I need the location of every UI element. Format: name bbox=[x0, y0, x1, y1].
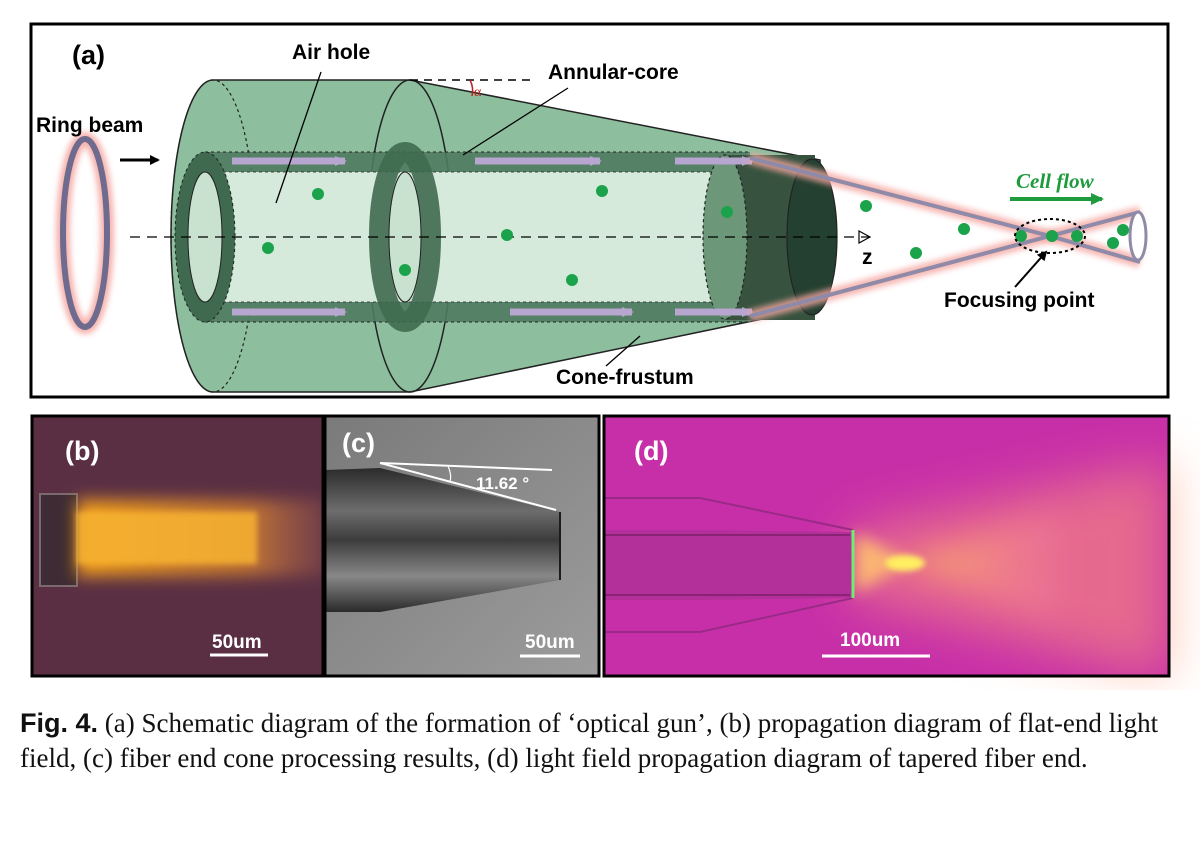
panel-b-scale-label: 50um bbox=[212, 632, 262, 653]
panel-b-tag: (b) bbox=[65, 436, 99, 466]
air-hole-label: Air hole bbox=[292, 41, 370, 64]
panel-c-tag: (c) bbox=[342, 428, 375, 458]
focusing-point-label: Focusing point bbox=[944, 289, 1094, 312]
figure-caption: Fig. 4. (a) Schematic diagram of the for… bbox=[20, 706, 1190, 776]
cone-frustum-leader bbox=[605, 335, 641, 367]
air-hole-leader bbox=[275, 71, 322, 204]
cone-frustum-label: Cone-frustum bbox=[556, 366, 694, 389]
focusing-point-marker bbox=[1014, 218, 1086, 254]
z-axis-label: z bbox=[862, 246, 873, 269]
panel-b: (b) 50um bbox=[30, 414, 327, 678]
panel-c-scale-label: 50um bbox=[525, 632, 575, 653]
ring-beam-label: Ring beam bbox=[36, 114, 143, 137]
panel-c-angle-label: 11.62 ° bbox=[476, 474, 529, 493]
annular-core-label: Annular-core bbox=[548, 61, 679, 84]
panel-d-tag: (d) bbox=[634, 436, 668, 466]
figure-caption-label: Fig. 4. bbox=[20, 708, 99, 738]
core-propagation-arrows bbox=[232, 156, 754, 317]
cell-flow-label: Cell flow bbox=[1016, 169, 1095, 193]
ring-beam-illustration bbox=[56, 132, 114, 334]
figure-caption-text: (a) Schematic diagram of the formation o… bbox=[20, 708, 1159, 773]
alpha-label: α bbox=[474, 85, 482, 100]
panel-c: (c) 11.62 ° 50um bbox=[323, 414, 601, 678]
panel-a-tag: (a) bbox=[72, 40, 105, 70]
panel-d-scale-label: 100um bbox=[840, 630, 900, 651]
focusing-point-arrow bbox=[1014, 250, 1048, 288]
cells bbox=[262, 185, 1129, 286]
panel-d: (d) 100um bbox=[602, 414, 1171, 680]
figure: (a) Ring beam Air hole Annular-core α Ce… bbox=[29, 22, 1171, 680]
annular-core-leader bbox=[462, 87, 569, 156]
panel-a: (a) Ring beam Air hole Annular-core α Ce… bbox=[29, 22, 1170, 399]
